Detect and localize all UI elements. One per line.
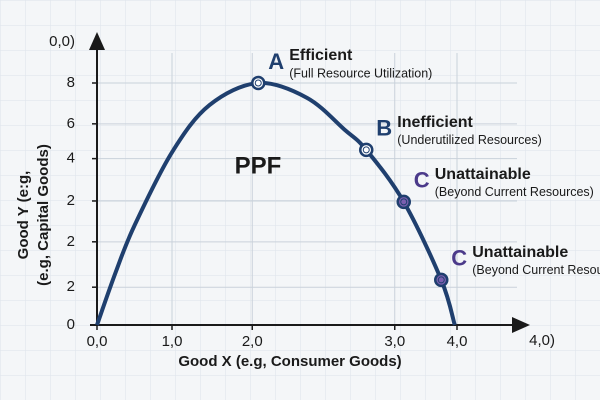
y-axis-end-label: 0,0) [49, 33, 75, 50]
point [396, 194, 411, 210]
point-note: (Beyond Current Resources) [435, 185, 594, 199]
point-title: Unattainable [472, 244, 568, 261]
point-note: (Beyond Current Resources) [472, 263, 600, 277]
point-title: Inefficient [397, 114, 473, 131]
point [359, 142, 374, 158]
y-axis-label: (e.g, Capital Goods) [35, 144, 52, 286]
point-letter: A [268, 49, 284, 74]
x-tick-label: 4,0 [447, 333, 468, 350]
y-tick-label: 8 [67, 74, 75, 91]
x-axis-end-label: 4,0) [529, 332, 555, 349]
point-ring [362, 146, 370, 154]
point-ring [400, 198, 408, 206]
point-note: (Full Resource Utilization) [289, 66, 432, 80]
point [434, 272, 449, 288]
point-letter: B [376, 116, 392, 141]
point-letter: C [414, 168, 430, 193]
point-ring [437, 276, 445, 284]
x-tick-label: 0,0 [87, 333, 108, 350]
y-axis-label: Good Y (e:g, [15, 171, 32, 260]
point [251, 75, 266, 91]
y-tick-label: 2 [67, 192, 75, 209]
ppf-curve [95, 80, 457, 326]
x-tick-label: 3,0 [384, 333, 405, 350]
y-tick-label: 2 [67, 233, 75, 250]
x-tick-label: 1,0 [162, 333, 183, 350]
x-tick-label: 2,0 [242, 333, 263, 350]
y-tick-label: 2 [67, 278, 75, 295]
chart-title: PPF [235, 152, 282, 179]
point-ring [254, 79, 262, 87]
x-axis-label: Good X (e.g, Consumer Goods) [178, 353, 401, 370]
y-tick-label: 6 [67, 115, 75, 132]
y-tick-label: 0 [67, 316, 75, 333]
y-tick-label: 4 [67, 150, 75, 167]
point-note: (Underutilized Resources) [397, 133, 542, 147]
point-title: Unattainable [435, 166, 531, 183]
point-title: Efficient [289, 47, 353, 64]
point-letter: C [451, 246, 467, 271]
